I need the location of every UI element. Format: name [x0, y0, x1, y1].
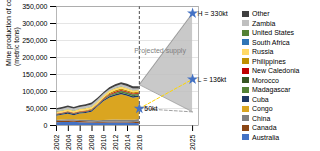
svg-text:L = 136kt: L = 136kt — [198, 76, 227, 83]
html-text:Madagascar: Madagascar — [252, 86, 291, 93]
svg-text:2016: 2016 — [136, 134, 143, 150]
svg-text:150,000: 150,000 — [22, 71, 47, 78]
svg-text:100,000: 100,000 — [22, 88, 47, 95]
svg-text:H = 330kt: H = 330kt — [198, 10, 228, 17]
svg-text:50kt: 50kt — [144, 105, 157, 112]
svg-text:2014: 2014 — [124, 134, 131, 150]
svg-text:2012: 2012 — [112, 134, 119, 150]
html-text:Zambia: Zambia — [252, 19, 276, 27]
svg-text:300,000: 300,000 — [22, 20, 47, 27]
html-text:Canada: Canada — [252, 124, 277, 131]
svg-text:200,000: 200,000 — [22, 54, 47, 61]
html-text:Morocco: Morocco — [252, 76, 279, 84]
svg-text:0: 0 — [44, 122, 48, 129]
svg-text:2002: 2002 — [53, 134, 60, 150]
html-text:United States: United States — [252, 29, 294, 36]
html-text:Australia: Australia — [252, 133, 280, 141]
svg-text:2004: 2004 — [65, 134, 72, 150]
html-text:New Caledonia: New Caledonia — [252, 67, 300, 74]
svg-text:2025: 2025 — [189, 134, 196, 150]
html-text:South Africa: South Africa — [252, 38, 290, 46]
html-text:Russia: Russia — [252, 48, 274, 55]
html-text:Other: Other — [252, 10, 270, 17]
svg-text:Mine production of cobalt(metr: Mine production of cobalt(metric tons) — [5, 0, 21, 66]
svg-text:2010: 2010 — [100, 134, 107, 150]
svg-text:2006: 2006 — [76, 134, 83, 150]
svg-text:50,000: 50,000 — [26, 105, 48, 112]
svg-text:2008: 2008 — [88, 134, 95, 150]
svg-text:Projected supply: Projected supply — [134, 47, 186, 55]
html-text:Congo: Congo — [252, 105, 273, 112]
html-text:China: China — [252, 114, 271, 122]
svg-text:350,000: 350,000 — [22, 3, 47, 10]
html-text:Cuba: Cuba — [252, 95, 269, 103]
svg-text:250,000: 250,000 — [22, 37, 47, 44]
html-text:Philippines: Philippines — [252, 57, 286, 65]
